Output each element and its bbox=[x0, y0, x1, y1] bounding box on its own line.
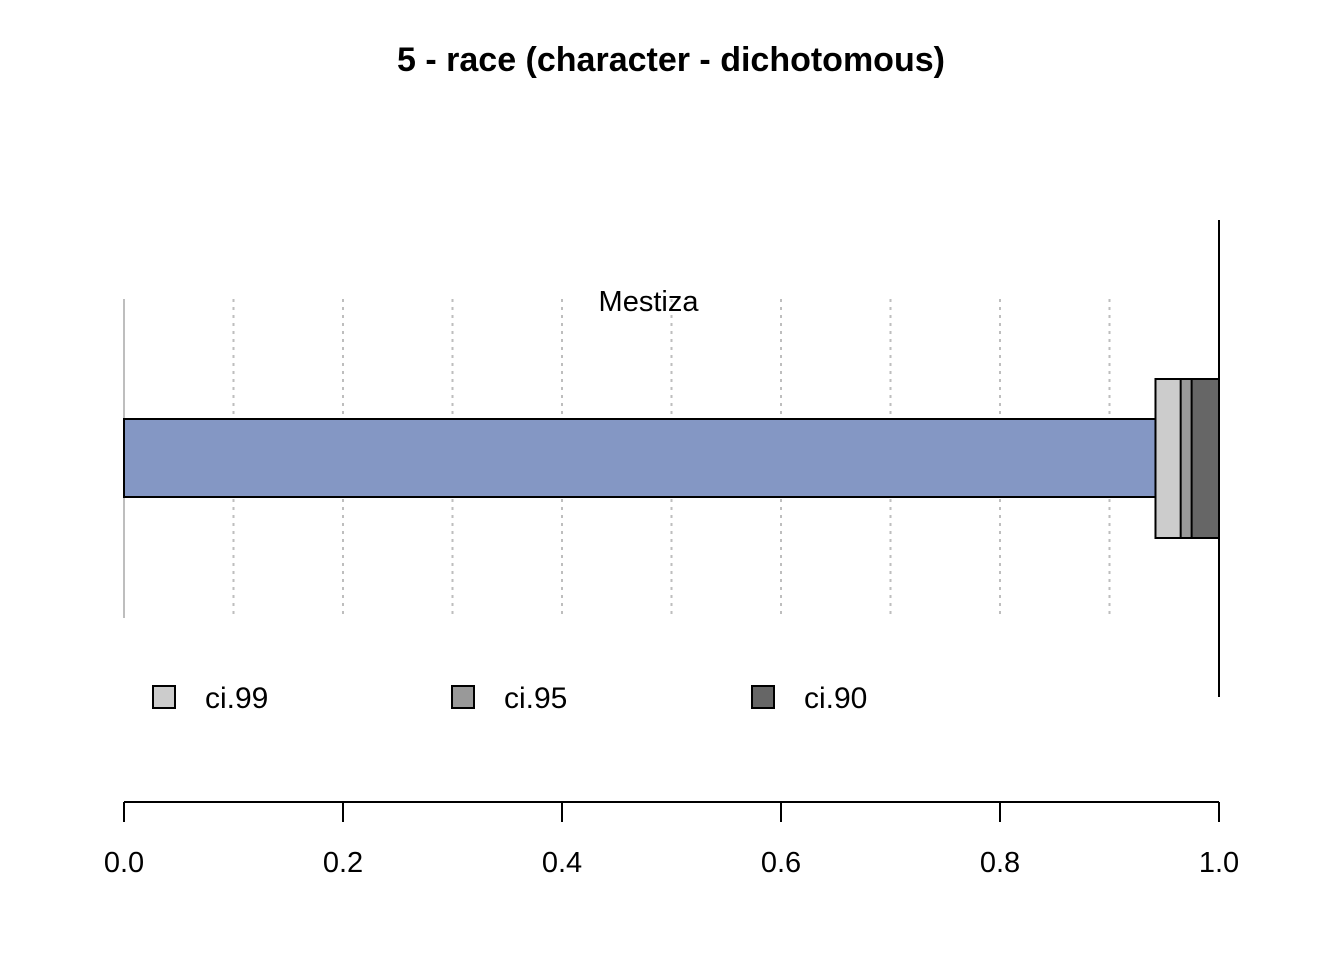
legend: ci.99 ci.95 ci.90 bbox=[152, 682, 867, 715]
legend-label-ci99: ci.99 bbox=[205, 682, 268, 715]
confidence-intervals bbox=[1154, 378, 1221, 539]
legend-swatch-ci99 bbox=[152, 685, 176, 709]
chart-title: 5 - race (character - dichotomous) bbox=[397, 41, 945, 79]
x-tick-label: 0.6 bbox=[761, 847, 801, 879]
legend-swatch-ci95 bbox=[451, 685, 475, 709]
ci-band-ci90 bbox=[1190, 378, 1220, 539]
x-tick-label: 0.8 bbox=[980, 847, 1020, 879]
legend-label-ci95: ci.95 bbox=[504, 682, 567, 715]
bars bbox=[123, 418, 1157, 498]
x-tick-label: 0.2 bbox=[323, 847, 363, 879]
legend-swatch-ci90 bbox=[751, 685, 775, 709]
bar-mestiza bbox=[123, 418, 1157, 498]
x-tick-label: 0.4 bbox=[542, 847, 582, 879]
x-tick-label: 1.0 bbox=[1199, 847, 1239, 879]
category-label: Mestiza bbox=[599, 286, 700, 318]
x-tick-label: 0.0 bbox=[104, 847, 144, 879]
grid-lines bbox=[123, 299, 1111, 618]
x-axis: 0.0 0.2 0.4 0.6 0.8 1.0 bbox=[104, 801, 1239, 879]
legend-label-ci90: ci.90 bbox=[804, 682, 867, 715]
